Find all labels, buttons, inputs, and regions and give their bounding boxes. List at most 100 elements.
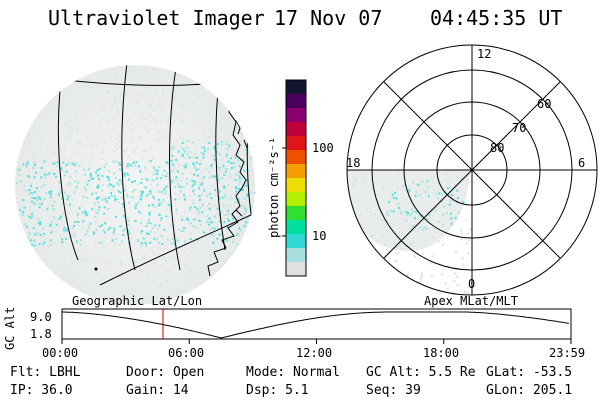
pixel [202,156,205,159]
pixel [146,270,148,273]
pixel [197,184,200,187]
pixel [28,192,31,195]
pixel [419,227,422,229]
pixel [126,74,129,77]
pixel [81,211,84,213]
pixel [118,161,121,164]
pixel [174,120,177,123]
pixel [147,130,150,133]
pixel [140,194,143,197]
time-tick-0000: 00:00 [42,346,79,360]
pixel [130,196,133,199]
pixel [235,201,238,203]
pixel [192,225,195,228]
pixel [71,260,74,263]
pixel [65,137,68,140]
pixel [219,189,222,192]
pixel [28,141,30,143]
pixel [120,261,123,263]
pixel [167,119,170,122]
pixel [120,276,123,279]
pixel [75,170,78,173]
pixel [191,179,194,182]
pixel [132,112,135,115]
pixel [381,235,384,238]
pixel [177,150,180,153]
pixel [210,99,213,102]
pixel [37,218,39,221]
pixel [67,195,70,198]
pixel [188,280,191,283]
pixel [147,233,150,235]
seq-info: Seq: 39 [366,383,421,398]
pixel [182,137,185,140]
pixel [151,69,154,72]
pixel [109,226,111,229]
pixel [34,191,36,194]
pixel [187,223,190,225]
pixel [76,149,79,152]
pixel [160,133,163,136]
pixel [153,231,156,234]
pixel [216,132,219,135]
pixel [113,102,116,105]
pixel [149,160,152,163]
pixel [438,192,441,195]
pixel [114,100,117,103]
pixel [195,168,198,171]
mlt-label-18: 18 [346,156,361,170]
pixel [131,122,134,125]
pixel [82,196,85,199]
pixel [154,140,157,143]
pixel [186,218,189,221]
pixel [151,155,154,158]
pixel [16,169,19,172]
time-tick-2359: 23:59 [549,346,586,360]
pixel [229,175,231,178]
pixel [178,228,181,231]
pixel [196,239,199,242]
pixel [159,248,162,251]
pixel [457,197,459,200]
pixel [34,234,37,237]
pixel [77,127,80,130]
pixel [364,181,367,183]
pixel [83,214,86,217]
pixel [147,220,150,223]
pixel [153,224,156,227]
pixel [421,214,424,217]
pixel [119,225,122,228]
pixel [184,196,187,199]
pixel [61,197,64,200]
pixel [166,261,169,264]
pixel [186,140,189,142]
pixel [442,205,445,208]
pixel [160,137,163,139]
pixel [238,165,241,168]
pixel [30,200,33,203]
pixel [192,162,194,165]
pixel [145,194,148,197]
pixel [183,148,185,151]
pixel [226,139,229,142]
pixel [133,180,136,183]
pixel [52,105,55,108]
pixel [191,142,194,145]
pixel [145,185,147,188]
pixel [113,231,116,234]
pixel [75,108,78,111]
pixel [116,182,119,185]
pixel [166,294,169,296]
pixel [117,190,120,193]
pixel [171,178,174,181]
pixel [149,286,152,289]
pixel [463,291,466,293]
pixel [413,210,416,213]
pixel [237,151,240,153]
pixel [198,181,201,184]
pixel [237,198,240,201]
pixel [76,268,79,271]
pixel [100,108,103,111]
pixel [45,192,47,194]
pixel [82,281,85,284]
